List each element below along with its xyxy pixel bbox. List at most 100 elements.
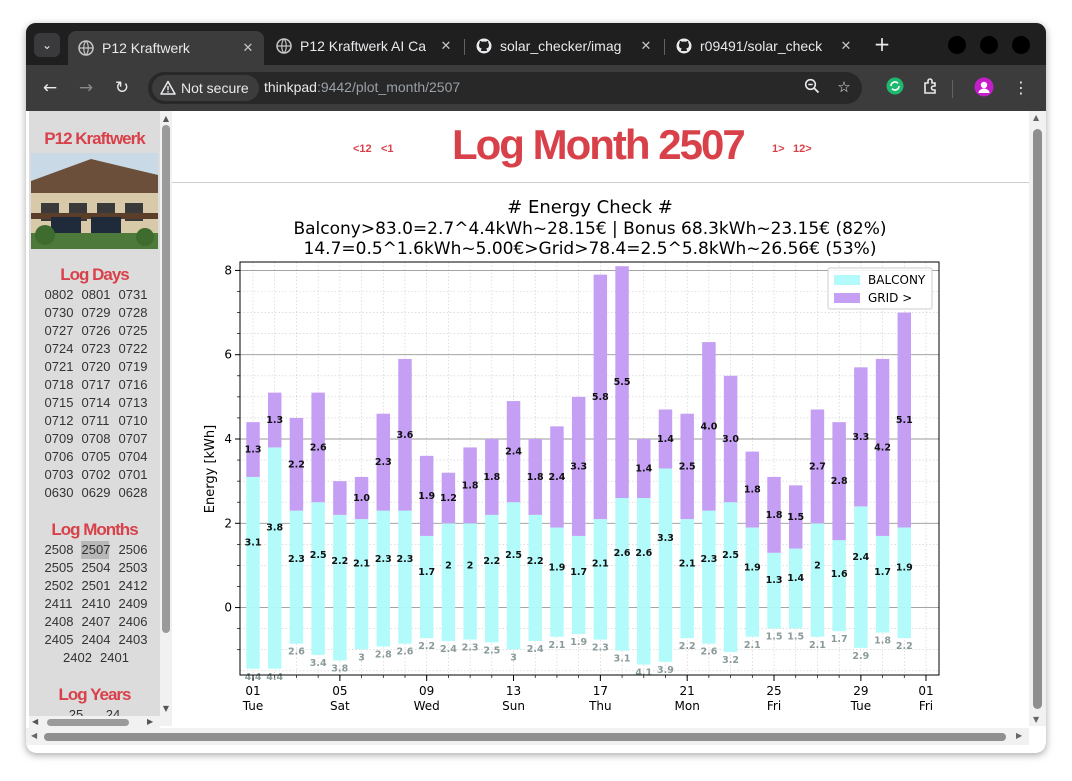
- log-link[interactable]: 0801: [81, 287, 111, 302]
- log-link[interactable]: 0726: [81, 323, 111, 338]
- log-link[interactable]: 0722: [118, 341, 148, 356]
- scroll-down-icon[interactable]: ▼: [162, 704, 170, 713]
- log-link[interactable]: 0712: [44, 413, 74, 428]
- log-link[interactable]: 0719: [118, 359, 148, 374]
- log-link[interactable]: 0725: [118, 323, 148, 338]
- log-link[interactable]: 2406: [118, 614, 148, 629]
- close-window-button[interactable]: [1012, 36, 1030, 54]
- log-link[interactable]: 2508: [44, 542, 74, 557]
- tab-search-button[interactable]: ⌄: [34, 33, 60, 57]
- extensions-puzzle-icon[interactable]: [920, 77, 942, 99]
- maximize-button[interactable]: [980, 36, 998, 54]
- log-link[interactable]: 0715: [44, 395, 74, 410]
- log-link[interactable]: 2402: [63, 650, 92, 665]
- log-link[interactable]: 2404: [81, 632, 111, 647]
- scrollbar-thumb[interactable]: [162, 125, 170, 633]
- log-link[interactable]: 0729: [81, 305, 111, 320]
- log-link[interactable]: 0711: [81, 413, 110, 428]
- log-link[interactable]: 0701: [118, 467, 148, 482]
- log-link[interactable]: 2403: [118, 632, 148, 647]
- log-link[interactable]: 2411: [44, 596, 73, 611]
- log-link[interactable]: 0724: [44, 341, 74, 356]
- log-link[interactable]: 2503: [118, 560, 148, 575]
- log-link[interactable]: 0723: [81, 341, 111, 356]
- sidebar-horizontal-scrollbar[interactable]: ◀ ▶: [29, 716, 160, 728]
- log-link[interactable]: 0702: [81, 467, 111, 482]
- log-link[interactable]: 2408: [44, 614, 74, 629]
- log-link[interactable]: 2401: [100, 650, 129, 665]
- log-link[interactable]: 0802: [44, 287, 74, 302]
- log-link[interactable]: 0718: [44, 377, 74, 392]
- forward-button[interactable]: →: [75, 77, 97, 99]
- scroll-left-icon[interactable]: ◀: [31, 731, 38, 740]
- log-link[interactable]: 0730: [44, 305, 74, 320]
- log-link[interactable]: 2410: [81, 596, 111, 611]
- close-icon[interactable]: ✕: [840, 38, 852, 53]
- scroll-right-icon[interactable]: ▶: [147, 717, 154, 726]
- log-link[interactable]: 2506: [118, 542, 148, 557]
- new-tab-button[interactable]: +: [873, 32, 891, 56]
- log-link[interactable]: 2504: [81, 560, 111, 575]
- log-link[interactable]: 0714: [81, 395, 111, 410]
- prev-month-link[interactable]: <1: [381, 143, 394, 155]
- page-horizontal-scrollbar[interactable]: ◀ ▶: [26, 728, 1029, 745]
- log-link[interactable]: 2507: [80, 541, 111, 559]
- menu-kebab-icon[interactable]: ⋮: [1013, 78, 1029, 97]
- scrollbar-thumb[interactable]: [47, 719, 129, 726]
- log-link[interactable]: 0716: [118, 377, 148, 392]
- back-button[interactable]: ←: [39, 77, 61, 99]
- log-link[interactable]: 0717: [81, 377, 111, 392]
- log-link[interactable]: 0703: [44, 467, 74, 482]
- prev-12-months-link[interactable]: <12: [353, 143, 372, 155]
- log-link[interactable]: 0720: [81, 359, 111, 374]
- log-link[interactable]: 0706: [44, 449, 74, 464]
- log-link[interactable]: 0704: [118, 449, 148, 464]
- log-link[interactable]: 0731: [118, 287, 148, 302]
- next-12-months-link[interactable]: 12>: [793, 143, 812, 155]
- reload-button[interactable]: ↻: [111, 77, 133, 99]
- log-link[interactable]: 0721: [44, 359, 74, 374]
- close-icon[interactable]: ✕: [242, 40, 254, 55]
- log-link[interactable]: 2407: [81, 614, 111, 629]
- tab-p12-kraftwerk-ai[interactable]: P12 Kraftwerk AI Ca ✕: [266, 31, 462, 61]
- log-link[interactable]: 0705: [81, 449, 111, 464]
- log-link[interactable]: 0630: [44, 485, 74, 500]
- sync-extension-icon[interactable]: [884, 77, 906, 99]
- log-link[interactable]: 0713: [118, 395, 148, 410]
- log-link[interactable]: 2505: [44, 560, 74, 575]
- scroll-up-icon[interactable]: ▲: [162, 114, 170, 123]
- log-link[interactable]: 2409: [118, 596, 148, 611]
- log-link[interactable]: 0629: [81, 485, 111, 500]
- log-link[interactable]: 0727: [44, 323, 74, 338]
- log-link[interactable]: 0708: [81, 431, 111, 446]
- log-link[interactable]: 0728: [118, 305, 148, 320]
- log-link[interactable]: 2502: [44, 578, 74, 593]
- log-link[interactable]: 0707: [118, 431, 148, 446]
- scrollbar-thumb[interactable]: [1033, 129, 1042, 709]
- main-vertical-scrollbar[interactable]: ▲ ▼: [1029, 111, 1046, 726]
- log-link[interactable]: 2412: [118, 578, 148, 593]
- scroll-left-icon[interactable]: ◀: [32, 717, 39, 726]
- profile-avatar-icon[interactable]: [973, 77, 995, 99]
- scroll-down-icon[interactable]: ▼: [1033, 715, 1040, 724]
- scrollbar-thumb[interactable]: [44, 733, 1006, 741]
- log-link[interactable]: 0709: [44, 431, 74, 446]
- scroll-right-icon[interactable]: ▶: [1016, 731, 1023, 740]
- log-link[interactable]: 0710: [118, 413, 148, 428]
- tab-r09491-solar-checker[interactable]: r09491/solar_check ✕: [666, 31, 862, 61]
- log-link[interactable]: 0628: [118, 485, 148, 500]
- close-icon[interactable]: ✕: [640, 38, 652, 53]
- next-month-link[interactable]: 1>: [772, 143, 785, 155]
- log-link[interactable]: 2405: [44, 632, 74, 647]
- sidebar-vertical-scrollbar[interactable]: ▲ ▼: [160, 111, 172, 726]
- tab-p12-kraftwerk[interactable]: P12 Kraftwerk ✕: [68, 31, 264, 65]
- close-icon[interactable]: ✕: [440, 38, 452, 53]
- log-link[interactable]: 2501: [81, 578, 111, 593]
- bookmark-star-icon[interactable]: ☆: [837, 79, 851, 96]
- minimize-button[interactable]: [948, 36, 966, 54]
- zoom-icon[interactable]: [802, 78, 822, 98]
- security-chip[interactable]: Not secure: [152, 75, 259, 101]
- scroll-up-icon[interactable]: ▲: [1033, 113, 1040, 122]
- address-bar[interactable]: Not secure thinkpad:9442/plot_month/2507…: [148, 72, 862, 104]
- tab-solar-checker-images[interactable]: solar_checker/imag ✕: [466, 31, 662, 61]
